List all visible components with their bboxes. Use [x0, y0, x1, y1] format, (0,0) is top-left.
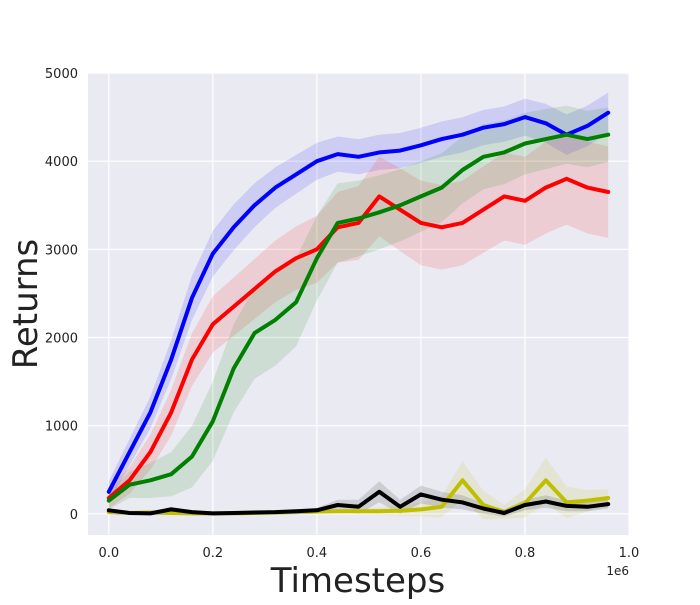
- series-1-line: [106, 176, 611, 500]
- y-tick-label: 2000: [45, 332, 78, 347]
- series-2-band: [108, 105, 609, 510]
- x-tick-label: 0.4: [307, 546, 328, 561]
- y-tick-label: 1000: [45, 420, 78, 435]
- series-2-line: [106, 132, 611, 503]
- series-4-line: [106, 489, 611, 516]
- y-tick-label: 4000: [45, 155, 78, 170]
- y-axis-title: Returns: [6, 239, 46, 370]
- y-tick-label: 3000: [45, 243, 78, 258]
- x-tick-label: 0.2: [203, 546, 224, 561]
- x-tick-label: 1.0: [619, 546, 640, 561]
- y-tick-label: 5000: [45, 67, 78, 82]
- series-0-line: [106, 110, 611, 494]
- x-axis-title: Timesteps: [270, 561, 445, 600]
- y-tick-label: 0: [70, 508, 78, 523]
- plot-background: [88, 73, 629, 535]
- x-tick-label: 0.8: [515, 546, 536, 561]
- series-1-band: [108, 133, 609, 509]
- series-line-layer: [106, 110, 611, 516]
- series-0-band: [108, 92, 609, 503]
- x-offset-label: 1e6: [606, 564, 629, 578]
- x-tick-label: 0.6: [411, 546, 432, 561]
- tick-label-layer: 0.0 0.2 0.4 0.6 0.8 1.0 0 1000 2000 3000 4000 5000: [45, 67, 639, 561]
- x-tick-label: 0.0: [98, 546, 119, 561]
